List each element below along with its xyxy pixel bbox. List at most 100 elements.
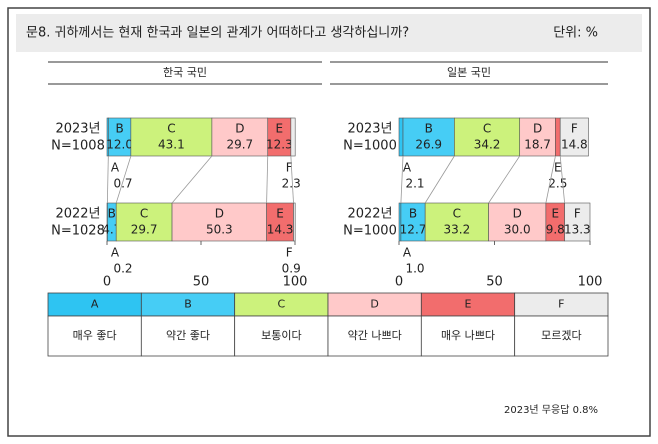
segment-key: D (215, 207, 224, 221)
x-tick-label: 50 (193, 275, 210, 290)
x-tick-label: 0 (103, 275, 111, 290)
bar-segment (424, 202, 489, 242)
unit-label: 단위: % (553, 26, 598, 41)
connector (559, 155, 565, 204)
segment-key: F (574, 207, 581, 221)
bar-segment (293, 202, 296, 242)
segment-key: A (403, 246, 412, 260)
value-label: 29.7 (226, 138, 253, 152)
bar-segment (555, 117, 561, 157)
value-label: 14.8 (561, 138, 588, 152)
segment-key: D (235, 122, 244, 136)
x-tick-label: 0 (395, 275, 403, 290)
segment-key: E (551, 207, 559, 221)
value-label: 1.0 (405, 262, 424, 276)
value-label: 12.3 (266, 138, 293, 152)
legend-key: C (277, 298, 285, 311)
segment-key: F (286, 246, 293, 260)
connector (106, 155, 109, 204)
legend-cell (514, 315, 609, 357)
value-label: 34.2 (474, 138, 501, 152)
connector (424, 155, 455, 204)
value-label: 0.9 (282, 262, 301, 276)
segment-key: E (554, 161, 562, 175)
value-label: 0.7 (113, 177, 132, 191)
legend-cell (327, 315, 422, 357)
segment-key: C (140, 207, 148, 221)
value-label: 12.0 (106, 138, 133, 152)
legend-key: E (465, 298, 472, 311)
value-label: 29.7 (131, 223, 158, 237)
segment-key: A (403, 161, 412, 175)
value-label: 2.1 (405, 177, 424, 191)
legend-label: 매우 좋다 (73, 329, 117, 342)
value-label: 13.3 (564, 223, 591, 237)
chart-title: 문8. 귀하께서는 현재 한국과 일본의 관계가 어떠하다고 생각하십니까? (26, 26, 409, 41)
value-label: 43.1 (158, 138, 185, 152)
connector (266, 155, 269, 204)
legend-cell (420, 315, 516, 357)
value-label: 18.7 (524, 138, 551, 152)
footnote: 2023년 무응답 0.8% (504, 404, 598, 416)
connector (115, 155, 132, 204)
sample-size: N=1000 (343, 139, 397, 154)
legend-key: D (370, 298, 378, 311)
bar-segment (454, 117, 521, 157)
segment-key: B (425, 122, 433, 136)
segment-key: B (409, 207, 417, 221)
value-label: 33.2 (444, 223, 471, 237)
connector (290, 155, 294, 204)
value-label: 50.3 (206, 223, 233, 237)
legend-label: 모르겠다 (541, 329, 581, 342)
bar-segment (519, 117, 556, 157)
connector (171, 155, 213, 204)
value-label: 9.8 (546, 223, 565, 237)
x-tick-label: 100 (283, 275, 308, 290)
bar-segment (559, 117, 589, 157)
segment-key: E (276, 122, 284, 136)
legend-label: 약간 나쁘다 (348, 328, 402, 342)
legend-label: 매우 나쁘다 (441, 329, 495, 342)
segment-key: D (533, 122, 542, 136)
segment-key: F (286, 161, 293, 175)
title-bar (16, 14, 642, 52)
bar-segment (171, 202, 267, 242)
value-label: 14.3 (267, 223, 294, 237)
value-label: 30.0 (504, 223, 531, 237)
segment-key: C (167, 122, 175, 136)
segment-key: B (108, 207, 116, 221)
legend-cell (140, 315, 236, 357)
segment-key: B (115, 122, 123, 136)
connector (488, 155, 521, 204)
row-label: 2023년 (55, 122, 100, 137)
value-label: 26.9 (415, 138, 442, 152)
x-tick-label: 100 (578, 275, 603, 290)
legend-key: A (91, 298, 99, 311)
segment-key: F (571, 122, 578, 136)
row-label: 2022년 (347, 207, 392, 222)
panel-title: 일본 국민 (447, 65, 491, 79)
panel-title: 한국 국민 (163, 66, 207, 79)
legend-cell (47, 315, 142, 357)
legend-label: 약간 좋다 (166, 328, 210, 342)
value-label: 2.3 (282, 177, 301, 191)
segment-key: D (513, 207, 522, 221)
bar-segment (266, 202, 294, 242)
x-tick-label: 50 (486, 275, 503, 290)
sample-size: N=1000 (343, 224, 397, 239)
bar-segment (211, 117, 269, 157)
connector (545, 155, 556, 204)
bar-segment (130, 117, 213, 157)
segment-key: E (276, 207, 284, 221)
row-label: 2022년 (55, 207, 100, 222)
bar-segment (115, 202, 173, 242)
bar-segment (564, 202, 591, 242)
bar-segment (290, 117, 296, 157)
bar-segment (402, 117, 455, 157)
bar-segment (398, 117, 404, 157)
row-label: 2023년 (347, 122, 392, 137)
segment-key: C (483, 122, 491, 136)
bar-segment (400, 202, 426, 242)
segment-key: A (111, 161, 120, 175)
bar-segment (488, 202, 547, 242)
